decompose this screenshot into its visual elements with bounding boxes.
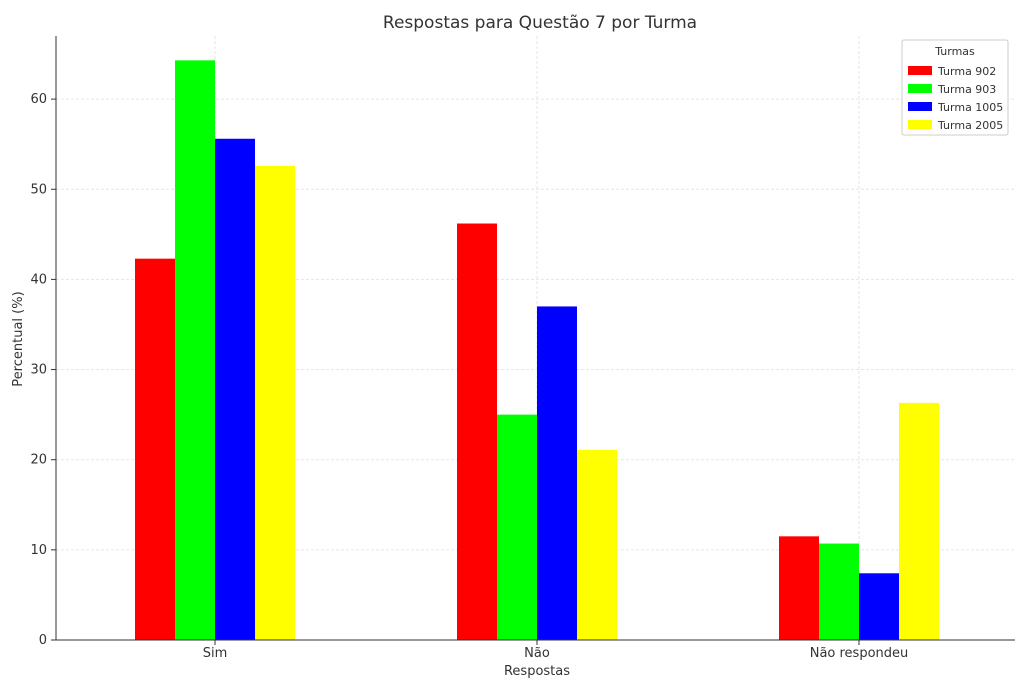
legend-swatch <box>908 120 932 129</box>
tick-labels: 0 10 20 30 40 50 60 Sim Não Não respondeu <box>30 92 908 661</box>
x-tick-label: Não respondeu <box>810 646 909 661</box>
y-tick-label: 30 <box>30 363 47 378</box>
legend-swatch <box>908 84 932 93</box>
legend-label: Turma 1005 <box>937 101 1003 114</box>
bar <box>497 414 537 640</box>
bar <box>859 573 899 640</box>
legend-swatch <box>908 102 932 111</box>
legend-title: Turmas <box>934 45 975 58</box>
x-tick-label: Sim <box>203 646 228 661</box>
chart-title: Respostas para Questão 7 por Turma <box>383 13 697 33</box>
y-tick-label: 40 <box>30 272 47 287</box>
legend-swatch <box>908 66 932 75</box>
bar <box>255 165 295 640</box>
bar <box>779 536 819 640</box>
bar <box>457 223 497 641</box>
bar <box>175 60 215 641</box>
bar <box>135 258 175 640</box>
y-tick-label: 20 <box>30 453 47 468</box>
y-tick-label: 0 <box>39 633 47 648</box>
legend-box <box>901 39 1009 136</box>
bar <box>215 138 255 640</box>
bar <box>899 402 939 640</box>
legend-items: Turma 902 Turma 903 Turma 1005 Turma 2005 <box>908 65 1003 132</box>
bar <box>819 543 859 640</box>
y-tick-label: 60 <box>30 92 47 107</box>
x-axis-label: Respostas <box>504 664 570 679</box>
bar <box>577 449 617 640</box>
y-axis-label: Percentual (%) <box>11 291 26 386</box>
y-tick-label: 10 <box>30 543 47 558</box>
legend-label: Turma 2005 <box>937 119 1003 132</box>
legend-label: Turma 902 <box>937 65 996 78</box>
y-tick-label: 50 <box>30 182 47 197</box>
axes <box>51 36 1015 645</box>
bars <box>135 60 939 641</box>
legend-label: Turma 903 <box>937 83 996 96</box>
x-tick-label: Não <box>524 646 550 661</box>
bar <box>537 306 577 640</box>
